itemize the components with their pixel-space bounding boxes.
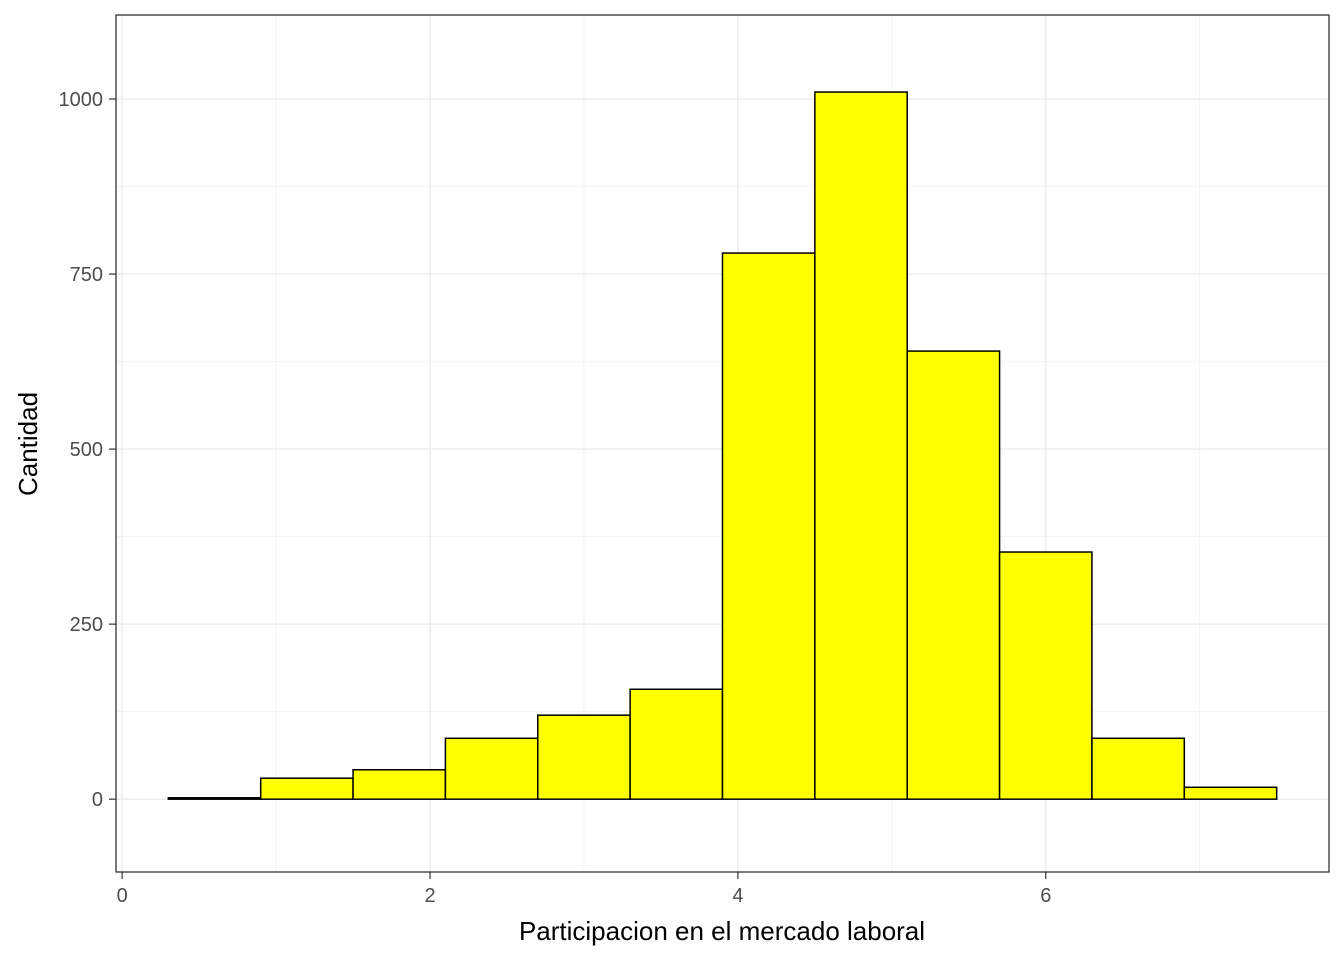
- histogram-bar: [352, 769, 447, 800]
- histogram-bar: [259, 777, 354, 800]
- y-tick-label: 500: [70, 439, 103, 461]
- histogram-bar: [444, 737, 539, 800]
- x-axis-title: Participacion en el mercado laboral: [519, 916, 925, 946]
- x-tick-label: 2: [424, 885, 435, 907]
- x-tick-label: 6: [1040, 885, 1051, 907]
- histogram-bar: [906, 350, 1001, 800]
- histogram-bars: [167, 91, 1278, 800]
- y-tick-label: 1000: [59, 89, 104, 111]
- y-tick-label: 0: [92, 789, 103, 811]
- x-tick-label: 4: [732, 885, 743, 907]
- tick-labels: 0 2 4 6 0 250 500 750 1000: [59, 89, 1052, 907]
- histogram-bar: [1183, 786, 1278, 800]
- axis-ticks: [109, 98, 1047, 879]
- histogram-bar: [814, 91, 908, 800]
- histogram-bar: [1091, 737, 1186, 800]
- y-axis-title: Cantidad: [13, 392, 43, 496]
- y-tick-label: 750: [70, 264, 103, 286]
- panel-border: [115, 14, 1330, 873]
- histogram-bar: [167, 797, 262, 800]
- histogram-bar: [721, 252, 816, 800]
- histogram-bar: [537, 714, 631, 800]
- x-tick-label: 0: [117, 885, 128, 907]
- histogram-bar: [998, 551, 1093, 800]
- y-tick-label: 250: [70, 614, 103, 636]
- histogram-bar: [629, 688, 724, 800]
